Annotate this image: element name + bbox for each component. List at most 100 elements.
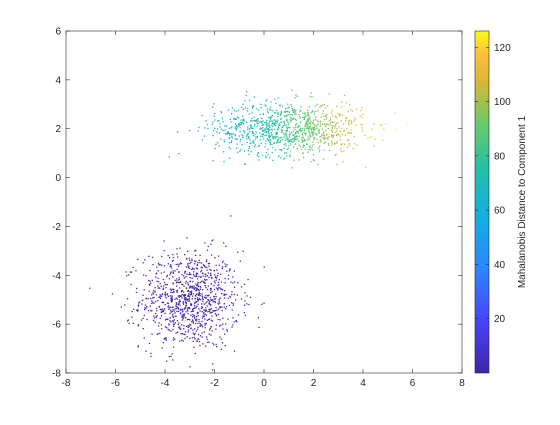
x-tick-label: 0: [261, 378, 267, 389]
scatter-point: [339, 113, 341, 115]
scatter-point: [323, 138, 325, 140]
scatter-point: [287, 147, 290, 149]
scatter-point: [272, 137, 274, 139]
scatter-point: [304, 112, 306, 115]
scatter-point: [262, 114, 264, 116]
scatter-point: [225, 323, 227, 325]
scatter-point: [310, 120, 312, 123]
scatter-point: [201, 293, 203, 295]
data-points: [89, 89, 409, 371]
scatter-point: [192, 281, 194, 283]
scatter-point: [235, 299, 237, 301]
scatter-point: [240, 149, 242, 151]
scatter-point: [247, 278, 249, 281]
scatter-point: [312, 127, 314, 129]
scatter-point: [271, 134, 273, 136]
scatter-point: [188, 326, 190, 328]
scatter-point: [269, 107, 272, 109]
scatter-point: [349, 132, 351, 134]
scatter-point: [321, 128, 324, 130]
scatter-point: [325, 115, 327, 117]
scatter-point: [294, 113, 296, 115]
scatter-point: [244, 107, 247, 109]
scatter-point: [149, 305, 151, 307]
scatter-point: [294, 132, 296, 134]
scatter-point: [165, 339, 167, 341]
scatter-point: [293, 134, 296, 136]
scatter-point: [287, 121, 289, 123]
scatter-point: [170, 265, 172, 267]
scatter-point: [159, 296, 161, 298]
scatter-point: [159, 287, 161, 289]
scatter-point: [187, 307, 189, 309]
scatter-point: [320, 139, 322, 141]
scatter-point: [215, 143, 217, 146]
scatter-point: [158, 264, 160, 266]
scatter-point: [287, 138, 289, 140]
scatter-point: [354, 119, 356, 121]
scatter-point: [223, 306, 225, 308]
scatter-point: [171, 353, 173, 355]
scatter-point: [176, 298, 178, 300]
scatter-point: [198, 291, 200, 293]
scatter-point: [196, 340, 198, 342]
scatter-point: [212, 239, 214, 241]
scatter-point: [323, 137, 326, 139]
scatter-point: [265, 143, 267, 145]
scatter-point: [294, 143, 297, 145]
scatter-point: [266, 134, 268, 136]
scatter-point: [172, 253, 174, 256]
scatter-point: [292, 134, 294, 137]
scatter-point: [149, 280, 151, 282]
scatter-point: [265, 131, 267, 134]
scatter-point: [243, 130, 245, 132]
scatter-point: [220, 288, 222, 290]
scatter-point: [213, 127, 216, 129]
scatter-point: [184, 254, 186, 256]
scatter-point: [241, 143, 243, 146]
scatter-point: [320, 116, 322, 118]
scatter-point: [220, 138, 222, 140]
scatter-point: [257, 317, 260, 319]
scatter-point: [153, 296, 155, 299]
scatter-point: [239, 121, 242, 124]
scatter-point: [200, 324, 202, 326]
scatter-point: [309, 95, 311, 98]
scatter-point: [209, 308, 211, 311]
scatter-point: [177, 307, 179, 309]
scatter-point: [269, 136, 271, 138]
scatter-point: [320, 141, 322, 143]
scatter-point: [335, 153, 337, 155]
scatter-point: [217, 302, 219, 304]
scatter-point: [324, 137, 326, 140]
scatter-point: [237, 125, 240, 127]
scatter-point: [221, 112, 223, 114]
scatter-point: [137, 345, 139, 347]
scatter-point: [165, 337, 167, 339]
scatter-point: [185, 307, 187, 309]
scatter-point: [197, 289, 200, 291]
scatter-point: [269, 129, 271, 131]
scatter-point: [175, 302, 177, 304]
scatter-point: [307, 136, 309, 138]
scatter-point: [239, 130, 241, 133]
scatter-point: [274, 119, 276, 121]
scatter-point: [303, 129, 306, 132]
scatter-point: [155, 294, 158, 296]
scatter-point: [188, 323, 191, 326]
scatter-point: [212, 106, 214, 108]
scatter-point: [152, 264, 154, 266]
scatter-point: [215, 328, 217, 330]
scatter-point: [217, 281, 220, 283]
scatter-point: [353, 120, 355, 122]
scatter-point: [175, 306, 177, 308]
scatter-point: [146, 318, 148, 321]
y-tick-label: -2: [52, 222, 61, 233]
scatter-point: [260, 142, 262, 144]
scatter-point: [189, 285, 191, 287]
scatter-point: [285, 130, 287, 132]
y-tick-label: -6: [52, 320, 61, 331]
scatter-point: [236, 143, 238, 145]
scatter-point: [382, 139, 384, 142]
scatter-point: [138, 324, 140, 326]
